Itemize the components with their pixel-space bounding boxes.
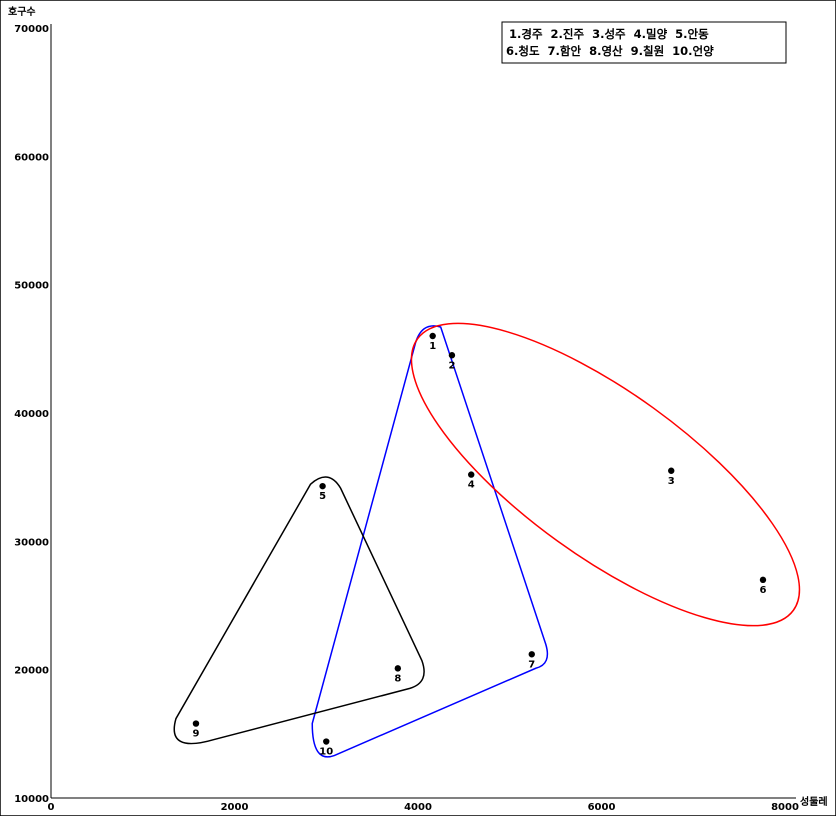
point-label: 1 <box>429 341 436 352</box>
data-point <box>192 720 200 727</box>
group-outline-blue <box>311 325 549 758</box>
point-label: 7 <box>528 659 535 670</box>
y-tick-label: 10000 <box>14 794 49 805</box>
point-label: 2 <box>448 360 455 371</box>
y-tick-label: 50000 <box>14 281 49 292</box>
data-point <box>528 651 535 658</box>
legend-box <box>501 21 787 64</box>
y-axis-title: 호구수 <box>8 5 36 18</box>
x-axis-title: 성둘레 <box>800 795 828 808</box>
point-label: 8 <box>394 673 401 684</box>
data-point <box>394 665 402 672</box>
group-outline-red <box>410 322 801 627</box>
data-point <box>468 471 475 478</box>
x-tick-label: 4000 <box>404 802 432 813</box>
data-point <box>759 576 767 584</box>
x-tick-label: 8000 <box>771 802 799 813</box>
y-tick-label: 30000 <box>14 537 49 548</box>
points-layer: 1 2 3 4 5 6 7 8 9 10 <box>192 332 767 758</box>
point-label: 9 <box>192 729 199 740</box>
legend-line-2: 6.청도 7.함안 8.영산 9.칠원 10.언양 <box>506 44 714 58</box>
point-label: 4 <box>468 480 475 491</box>
y-tick-label: 70000 <box>14 24 49 35</box>
y-tick-label: 40000 <box>14 409 49 420</box>
x-tick-label: 2000 <box>221 802 249 813</box>
x-tick-label: 6000 <box>588 802 616 813</box>
legend-line-1: 1.경주 2.진주 3.성주 4.밀양 5.안동 <box>509 27 709 41</box>
data-point <box>429 332 436 340</box>
data-point <box>323 738 330 745</box>
point-label: 3 <box>668 476 675 487</box>
x-tick-label: 0 <box>48 802 55 813</box>
data-point <box>319 482 326 490</box>
point-label: 5 <box>319 491 326 502</box>
point-label: 10 <box>319 747 333 758</box>
y-tick-label: 60000 <box>14 152 49 163</box>
group-outline-black <box>173 476 425 745</box>
data-point <box>448 352 456 359</box>
point-label: 6 <box>759 585 766 596</box>
legend: 1.경주 2.진주 3.성주 4.밀양 5.안동 6.청도 7.함안 8.영산 … <box>501 21 787 64</box>
data-point <box>668 467 675 474</box>
y-tick-label: 20000 <box>14 666 49 677</box>
